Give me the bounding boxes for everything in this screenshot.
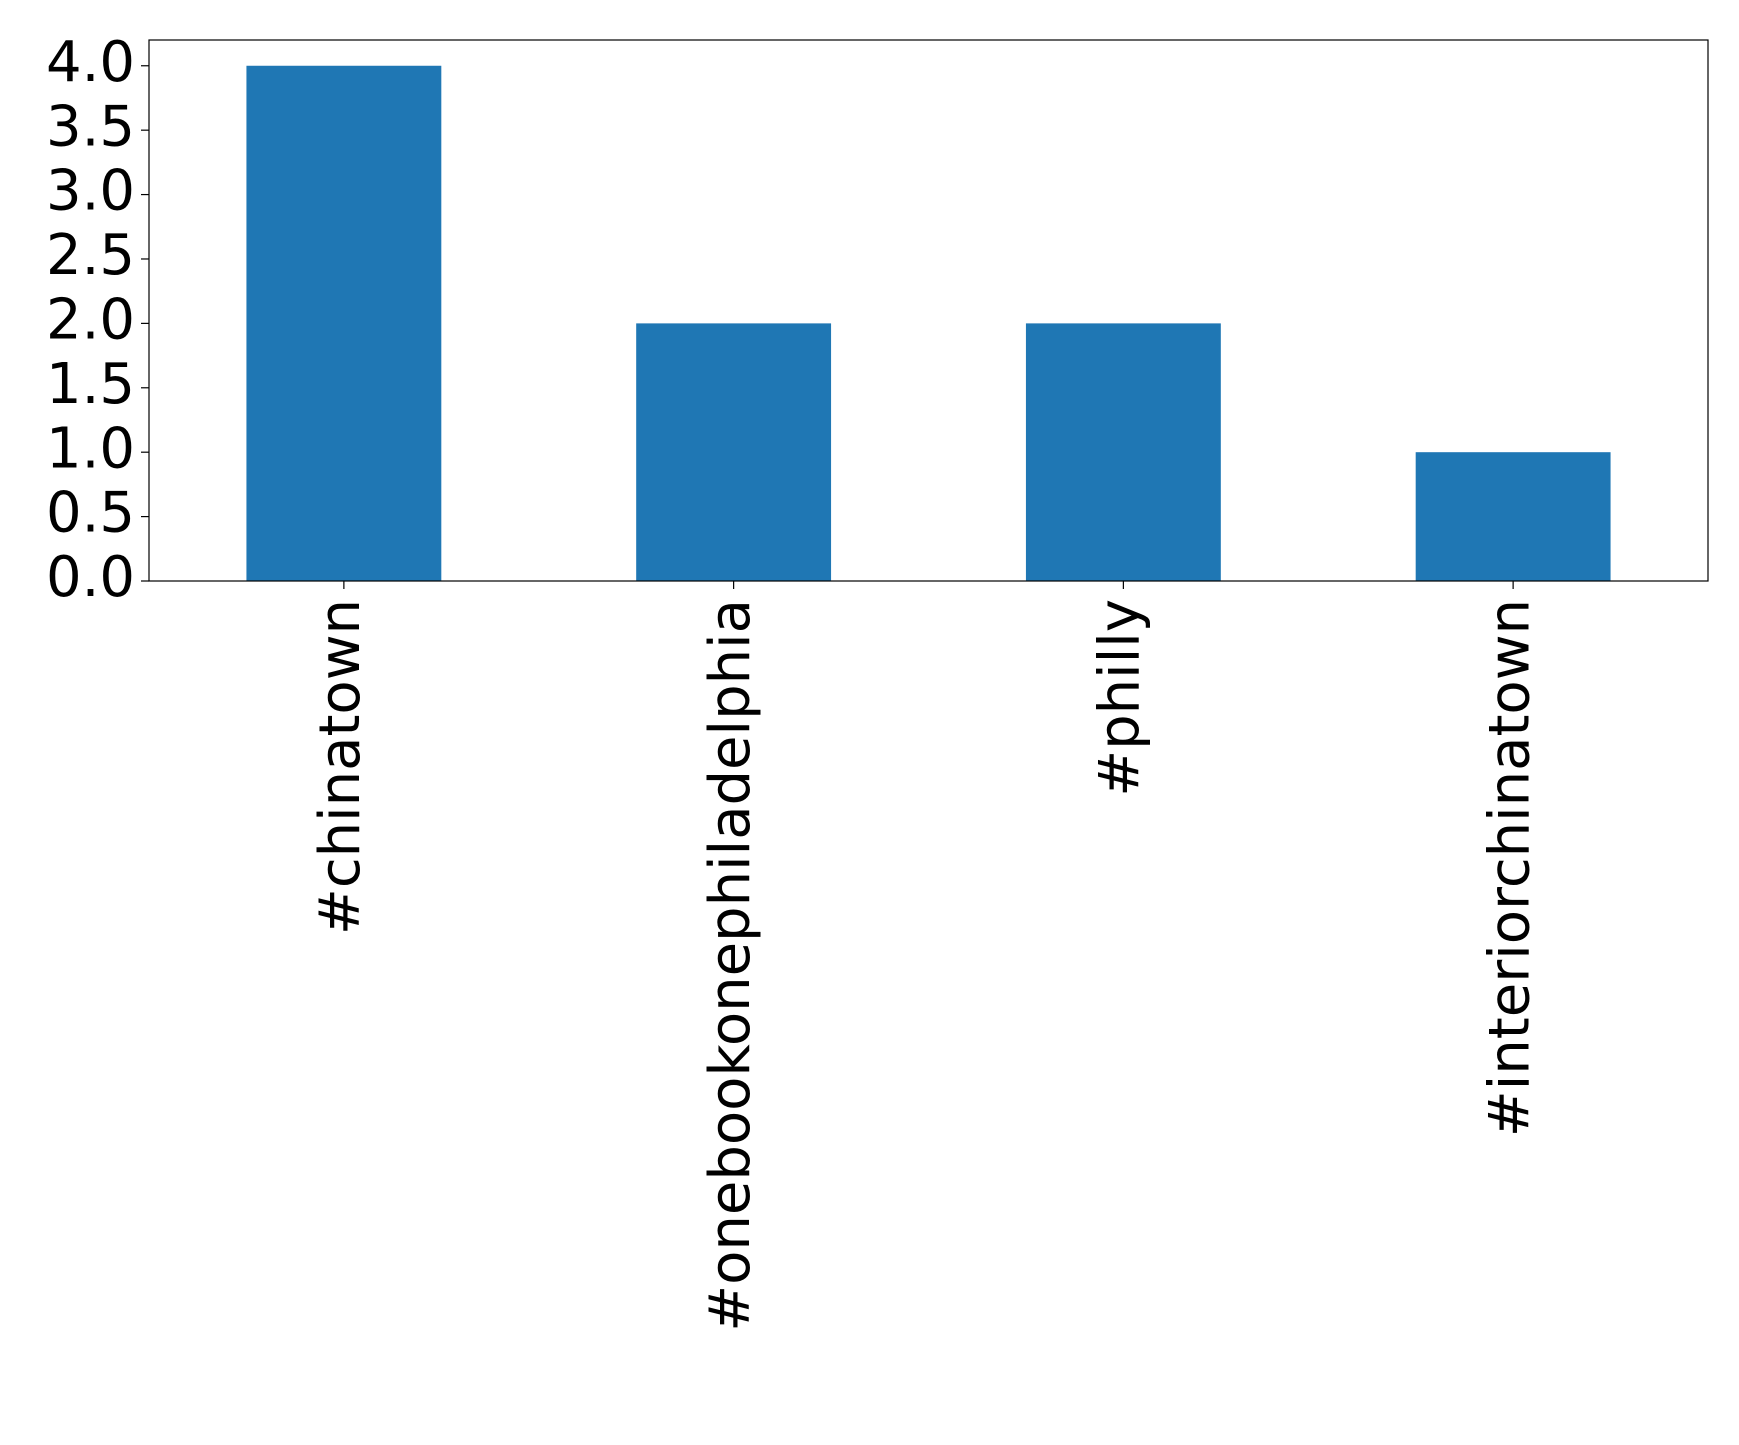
plot-frame [148, 39, 1709, 582]
bar [246, 65, 442, 581]
y-tick-label: 3.5 [46, 94, 135, 159]
y-tick-label: 2.0 [46, 288, 135, 353]
x-tick-label: #interiorchinatown [1477, 599, 1542, 1137]
x-tick-label: #chinatown [308, 599, 373, 935]
y-tick-label: 1.0 [46, 416, 135, 481]
y-tick-label: 0.0 [46, 545, 135, 610]
y-tick-label: 2.5 [46, 223, 135, 288]
bar [636, 323, 832, 581]
y-tick-label: 3.0 [46, 159, 135, 224]
y-tick-label: 4.0 [46, 30, 135, 95]
x-tick-label: #philly [1088, 599, 1153, 797]
y-tick-label: 1.5 [46, 352, 135, 417]
bar [1025, 323, 1221, 581]
bar [1415, 452, 1611, 581]
x-tick-label: #onebookonephiladelphia [698, 599, 763, 1332]
y-tick-label: 0.5 [46, 481, 135, 546]
